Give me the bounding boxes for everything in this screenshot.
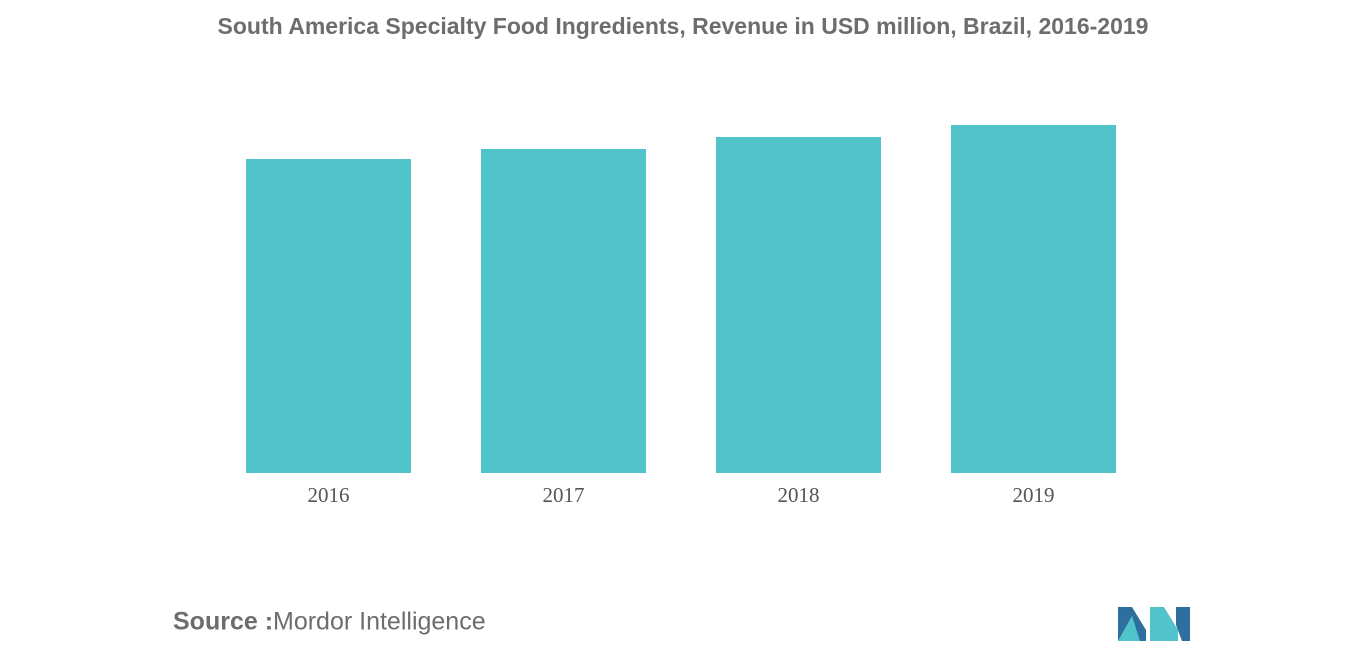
logo-shape [1176, 607, 1190, 641]
source-label: Source : [173, 608, 273, 636]
x-tick-label: 2018 [778, 483, 820, 507]
bar [951, 125, 1116, 473]
source-text: Mordor Intelligence [273, 608, 486, 636]
chart-title: South America Specialty Food Ingredients… [218, 13, 1149, 39]
bar [481, 149, 646, 473]
logo-shape [1150, 607, 1178, 641]
logo-shape [1118, 616, 1140, 641]
logo [1118, 607, 1190, 641]
x-tick-label: 2016 [308, 483, 350, 507]
x-tick-label: 2019 [1013, 483, 1055, 507]
x-tick-label: 2017 [543, 483, 585, 507]
bar [246, 159, 411, 473]
bar [716, 137, 881, 473]
